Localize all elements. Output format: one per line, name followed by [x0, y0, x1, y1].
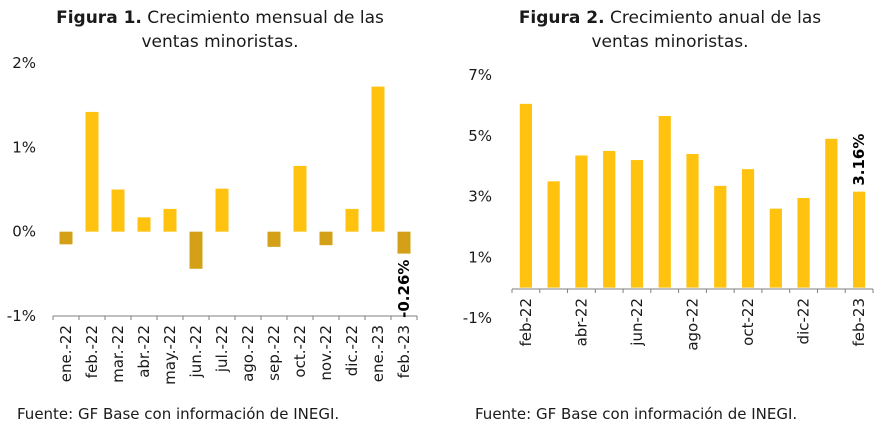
- fig2-data-label: 3.16%: [850, 134, 868, 186]
- figure-2-panel: Figura 2. Crecimiento anual de las venta…: [445, 0, 887, 433]
- fig1-bar: [59, 231, 73, 245]
- fig1-category-label: ago.-22: [239, 325, 257, 382]
- fig2-bar: [603, 150, 616, 288]
- fig2-bar: [686, 153, 699, 288]
- fig1-bar: [319, 231, 333, 246]
- figure-2-title-text: Crecimiento anual de las ventas minorist…: [591, 8, 822, 52]
- figure-2-title-number: Figura 2.: [518, 8, 605, 28]
- figure-1-source: Fuente: GF Base con información de INEGI…: [17, 405, 340, 423]
- fig1-category-label: dic.-22: [343, 325, 361, 376]
- fig1-bar: [293, 165, 307, 232]
- fig1-category-label: may.-22: [161, 325, 179, 385]
- figure-1-title: Figura 1. Crecimiento mensual de las ven…: [40, 6, 400, 54]
- fig1-bar: [371, 86, 385, 232]
- figure-2-source: Fuente: GF Base con información de INEGI…: [475, 405, 798, 423]
- fig2-ytick-label: -1%: [463, 309, 492, 327]
- figure-1-chart: -1% 0% 1% 2% ene.-22 feb.-22 mar.-22 abr.-22 may…: [7, 54, 418, 385]
- fig2-bar: [519, 103, 532, 288]
- fig1-category-label: ene.-23: [369, 325, 387, 382]
- figure-1-title-text: Crecimiento mensual de las ventas minori…: [141, 8, 384, 52]
- fig1-ytick-label: 1%: [12, 138, 36, 156]
- fig2-bar: [658, 116, 671, 288]
- fig1-category-label: mar.-22: [109, 325, 127, 383]
- fig2-category-label: jun-22: [628, 298, 646, 347]
- fig1-category-label: feb.-22: [83, 325, 101, 378]
- fig2-category-label: dic-22: [795, 298, 813, 344]
- fig2-ytick-label: 5%: [468, 127, 492, 145]
- fig1-ytick-label: 2%: [12, 54, 36, 72]
- fig1-category-label: ene.-22: [57, 325, 75, 382]
- fig2-ytick-label: 3%: [468, 188, 492, 206]
- fig2-category-label: oct-22: [739, 298, 757, 346]
- fig2-bar: [630, 160, 644, 288]
- fig1-bar: [111, 189, 125, 232]
- fig1-category-label: sep.-22: [265, 325, 283, 381]
- figure-2-chart: -1% 1% 3% 5% 7% feb-22 abr-22 jun-22 ago-22 oct-2…: [463, 66, 874, 351]
- fig1-category-label: jun.-22: [187, 325, 205, 378]
- fig2-bar: [714, 185, 727, 288]
- fig1-category-label: abr.-22: [135, 325, 153, 378]
- fig1-category-label: feb.-23: [395, 325, 413, 378]
- fig1-bar: [215, 188, 229, 232]
- fig2-bar: [741, 169, 755, 288]
- fig2-ytick-label: 1%: [468, 248, 492, 266]
- fig2-bar: [575, 155, 588, 288]
- fig1-category-label: oct.-22: [291, 325, 309, 378]
- fig2-category-label: feb-23: [850, 298, 868, 347]
- fig2-category-label: ago-22: [684, 298, 702, 351]
- fig2-category-label: abr-22: [572, 298, 590, 346]
- fig1-category-label: nov.-22: [317, 325, 335, 381]
- fig1-ytick-label: -1%: [7, 307, 36, 325]
- fig1-bar: [345, 208, 359, 232]
- fig1-bar: [189, 231, 203, 269]
- fig1-data-label: -0.26%: [395, 260, 413, 318]
- fig2-ytick-label: 7%: [468, 66, 492, 84]
- fig1-bar: [137, 217, 151, 232]
- fig2-category-label: feb-22: [517, 298, 535, 347]
- figure-2-title: Figura 2. Crecimiento anual de las venta…: [490, 6, 850, 54]
- figure-1-panel: Figura 1. Crecimiento mensual de las ven…: [0, 0, 440, 433]
- fig1-category-label: jul.-22: [213, 325, 231, 373]
- fig1-bar: [397, 231, 411, 254]
- fig2-bar: [769, 208, 782, 288]
- fig2-bar: [797, 198, 810, 288]
- fig2-bar: [853, 191, 866, 288]
- fig1-bar: [267, 231, 281, 247]
- fig1-bar: [85, 111, 99, 232]
- figure-1-title-number: Figura 1.: [56, 8, 142, 28]
- fig1-ytick-label: 0%: [12, 223, 36, 241]
- fig1-bar: [163, 208, 177, 232]
- fig2-bar: [547, 181, 560, 288]
- fig2-bar: [825, 138, 838, 288]
